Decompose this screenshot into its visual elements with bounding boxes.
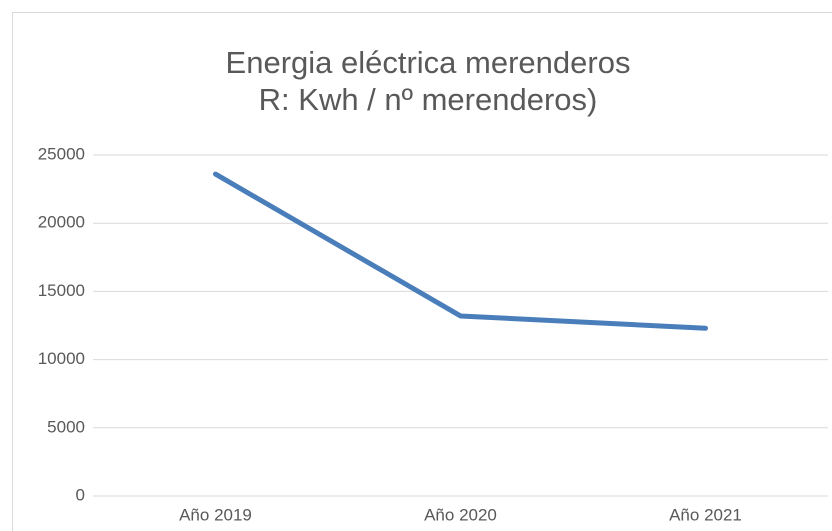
chart-title: R: Kwh / nº merenderos) bbox=[259, 82, 598, 117]
y-tick-label: 10000 bbox=[38, 349, 85, 368]
y-tick-label: 5000 bbox=[47, 417, 85, 436]
y-tick-label: 15000 bbox=[38, 281, 85, 300]
chart-frame bbox=[12, 12, 832, 531]
y-tick-label: 0 bbox=[76, 485, 85, 504]
x-tick-label: Año 2019 bbox=[179, 505, 252, 524]
line-series bbox=[213, 171, 708, 331]
x-tick-label: Año 2021 bbox=[669, 505, 742, 524]
y-tick-label: 25000 bbox=[38, 144, 85, 163]
chart-title: Energia eléctrica merenderos bbox=[226, 45, 631, 80]
y-tick-label: 20000 bbox=[38, 213, 85, 232]
x-tick-label: Año 2020 bbox=[424, 505, 497, 524]
